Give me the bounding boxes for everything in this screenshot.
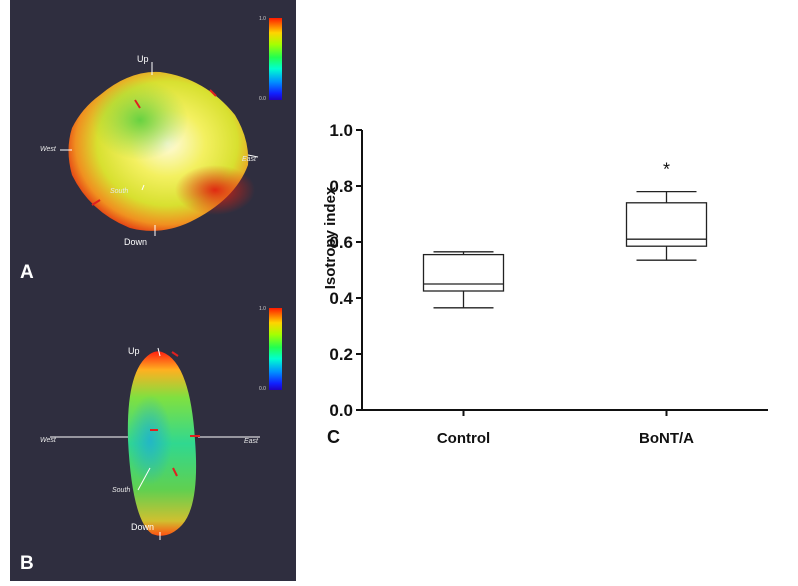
west-label-b: West — [40, 437, 56, 444]
y-tick-label: 1.0 — [329, 121, 353, 140]
south-label-b: South — [112, 487, 131, 494]
box-iqr — [422, 253, 505, 292]
panel-letter-a: A — [20, 262, 34, 283]
down-label-b: Down — [131, 522, 155, 532]
panel-letter-b: B — [20, 553, 34, 574]
box-bont-a: * — [625, 160, 708, 261]
east-label-b: East — [244, 438, 259, 445]
scale-min-a: 0.0 — [259, 96, 266, 102]
blue-region — [128, 395, 172, 485]
up-label-b: Up — [128, 346, 140, 356]
color-scale-bar-a — [269, 18, 282, 100]
west-label-a: West — [40, 146, 56, 153]
green-region — [92, 80, 188, 160]
scale-max-a: 1.0 — [259, 16, 266, 22]
y-tick-label: 0.0 — [329, 401, 353, 420]
significance-marker: * — [663, 160, 670, 180]
south-label-a: South — [110, 188, 129, 195]
down-label-a: Down — [124, 237, 148, 247]
color-scale-bar-b — [269, 308, 282, 390]
x-tick-label: Control — [437, 430, 490, 447]
scale-min-b: 0.0 — [259, 386, 266, 392]
up-label-a: Up — [137, 54, 149, 64]
y-tick-label: 0.6 — [329, 233, 353, 252]
y-tick-label: 0.2 — [329, 345, 353, 364]
panel-a-svg — [60, 62, 259, 236]
y-axis-label: Isotropy index — [322, 186, 339, 289]
panel-a-3d-shape: Up Down East West South 1.0 0.0 A — [10, 0, 296, 290]
box-control — [422, 251, 505, 309]
panel-letter-c: C — [327, 427, 340, 447]
y-tick-label: 0.8 — [329, 177, 353, 196]
red-region — [175, 165, 255, 215]
x-tick-label: BoNT/A — [639, 430, 694, 447]
box-series: * — [422, 160, 708, 309]
east-label-a: East — [242, 156, 257, 163]
x-axis: Control BoNT/A — [362, 409, 768, 447]
panel-b-svg — [50, 347, 260, 540]
panel-b-3d-shape: Up Down East West South 1.0 0.0 B — [10, 290, 296, 581]
y-axis: 0.0 0.2 0.4 0.6 0.8 1.0 — [329, 121, 363, 420]
y-tick-label: 0.4 — [329, 289, 353, 308]
scale-max-b: 1.0 — [259, 306, 266, 312]
box-plot-chart: 0.0 0.2 0.4 0.6 0.8 1.0 Control BoNT/A * Isotr… — [322, 121, 768, 447]
